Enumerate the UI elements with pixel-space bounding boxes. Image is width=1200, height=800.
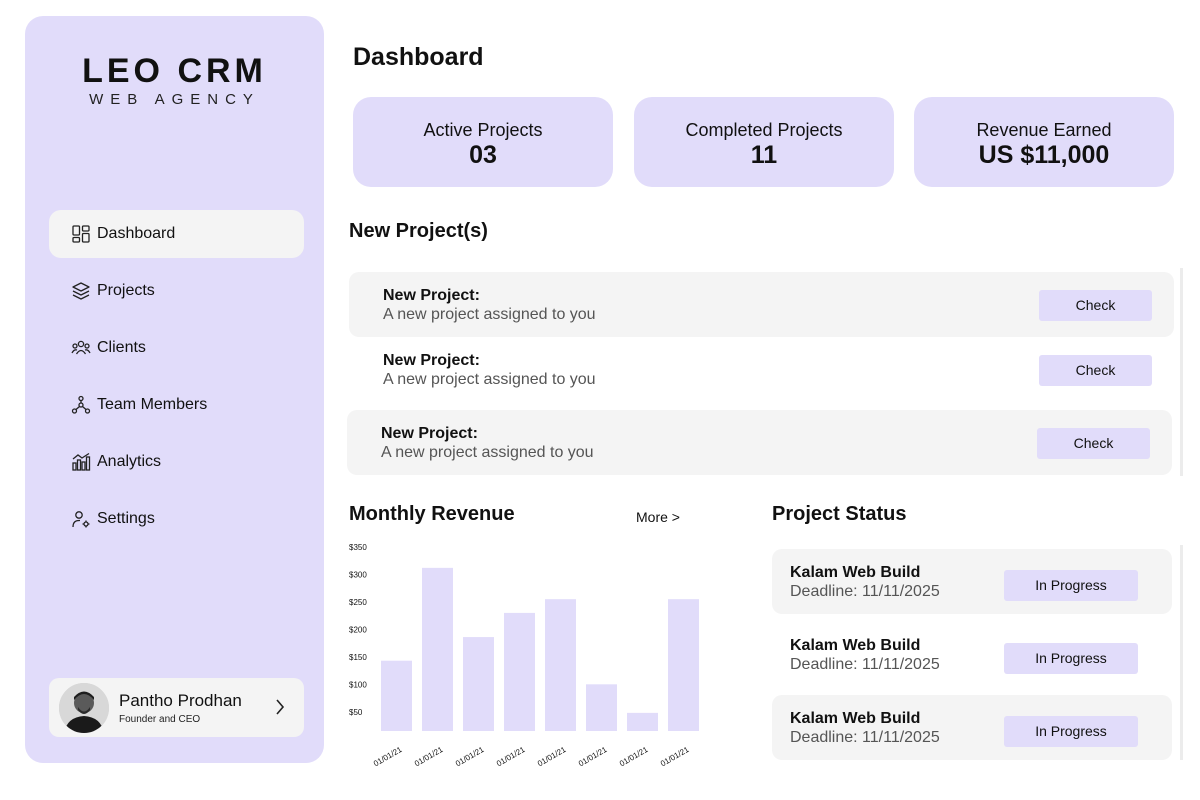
status-deadline: Deadline: 11/11/2025 [790,656,940,673]
profile-card[interactable]: Pantho Prodhan Founder and CEO [49,678,304,737]
y-tick-label: $200 [349,625,367,634]
status-badge[interactable]: In Progress [1004,643,1138,674]
profile-role: Founder and CEO [119,713,201,725]
sidebar-item-label: Analytics [97,453,162,470]
list-item: New Project: A new project assigned to y… [349,272,1174,337]
user-settings-icon [71,509,91,529]
x-tick-label: 01/01/21 [536,745,568,769]
status-project-name: Kalam Web Build [790,637,921,654]
new-projects-title: New Project(s) [349,220,488,242]
avatar [59,682,109,733]
monthly-revenue-chart: $50 $100 $150 $200 $250 $300 $350 01/01/21 01/01… [349,543,699,769]
sidebar-item-projects[interactable]: Projects [49,267,304,315]
x-tick-label: 01/01/21 [413,745,445,769]
status-row: Kalam Web Build Deadline: 11/11/2025 In … [772,622,1172,687]
y-tick-label: $100 [349,680,367,689]
sidebar-item-dashboard[interactable]: Dashboard [49,210,304,258]
status-row: Kalam Web Build Deadline: 11/11/2025 In … [772,549,1172,614]
project-description: A new project assigned to you [383,306,596,323]
chart-bar [627,712,658,731]
x-tick-label: 01/01/21 [577,745,609,769]
stat-card-revenue-earned: Revenue Earned US $11,000 [914,97,1174,187]
y-tick-label: $250 [349,598,367,607]
stat-card-active-projects: Active Projects 03 [353,97,613,187]
sidebar-item-label: Team Members [97,396,208,413]
project-description: A new project assigned to you [383,371,596,388]
status-deadline: Deadline: 11/11/2025 [790,729,940,746]
status-project-name: Kalam Web Build [790,710,921,727]
y-tick-label: $300 [349,570,367,579]
sidebar-item-analytics[interactable]: Analytics [49,438,304,486]
project-status-scrollbar[interactable] [1180,545,1183,760]
sidebar-item-label: Clients [97,339,146,356]
profile-name: Pantho Prodhan [119,690,242,710]
bar-chart-icon [71,452,91,472]
sidebar-item-clients[interactable]: Clients [49,324,304,372]
monthly-revenue-title: Monthly Revenue [349,503,515,525]
stat-label: Active Projects [423,120,543,140]
grid-icon [71,224,91,244]
stat-value: US $11,000 [978,141,1110,169]
stat-card-completed-projects: Completed Projects 11 [634,97,894,187]
list-item: New Project: A new project assigned to y… [349,337,1174,402]
status-deadline: Deadline: 11/11/2025 [790,583,940,600]
list-item: New Project: A new project assigned to y… [347,410,1172,475]
users-icon [71,338,91,358]
project-status-title: Project Status [772,503,907,525]
chart-bar [545,599,576,731]
status-project-name: Kalam Web Build [790,564,921,581]
brand-title: LEO CRM [82,52,267,90]
y-tick-label: $150 [349,653,367,662]
chart-bar [586,684,617,731]
sidebar: LEO CRM WEB AGENCY Dashboard Projects [25,16,324,763]
stat-value: 03 [469,141,497,169]
sidebar-item-settings[interactable]: Settings [49,495,304,543]
project-title: New Project: [381,425,478,442]
status-badge[interactable]: In Progress [1004,716,1138,747]
stat-value: 11 [750,141,778,169]
status-row: Kalam Web Build Deadline: 11/11/2025 In … [772,695,1172,760]
x-tick-label: 01/01/21 [495,745,527,769]
chart-bar [463,637,494,731]
check-button[interactable]: Check [1039,355,1152,386]
x-tick-label: 01/01/21 [372,745,404,769]
chevron-right-icon[interactable] [274,698,286,721]
new-projects-scrollbar[interactable] [1180,268,1183,476]
stat-label: Revenue Earned [976,120,1112,140]
x-tick-label: 01/01/21 [454,745,486,769]
more-link[interactable]: More > [636,509,680,525]
check-button[interactable]: Check [1037,428,1150,459]
x-tick-label: 01/01/21 [618,745,650,769]
layers-icon [71,281,91,301]
sidebar-item-team-members[interactable]: Team Members [49,381,304,429]
sidebar-item-label: Settings [97,510,155,527]
sidebar-item-label: Dashboard [97,225,176,242]
project-title: New Project: [383,287,480,304]
x-tick-label: 01/01/21 [659,745,691,769]
project-title: New Project: [383,352,480,369]
brand-logo[interactable]: LEO CRM WEB AGENCY [25,52,324,108]
status-badge[interactable]: In Progress [1004,570,1138,601]
chart-bar [668,599,699,731]
check-button[interactable]: Check [1039,290,1152,321]
y-tick-label: $50 [349,708,363,717]
network-icon [71,395,91,415]
sidebar-nav: Dashboard Projects Clients [49,210,304,552]
chart-bar [381,660,412,731]
project-description: A new project assigned to you [381,444,594,461]
stat-label: Completed Projects [685,120,843,140]
page-title: Dashboard [353,43,484,71]
chart-bar [504,612,535,731]
sidebar-item-label: Projects [97,282,155,299]
profile-info: Pantho Prodhan Founder and CEO [119,691,242,725]
brand-subtitle: WEB AGENCY [89,91,260,108]
y-tick-label: $350 [349,543,367,552]
chart-bar [422,567,453,731]
